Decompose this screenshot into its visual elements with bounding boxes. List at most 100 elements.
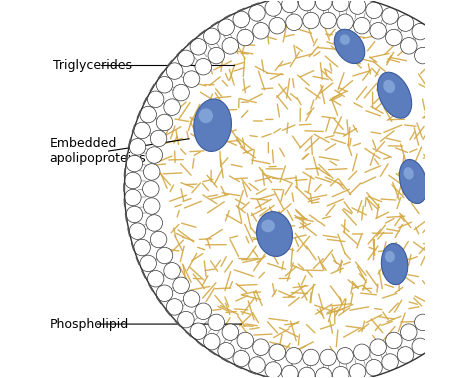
Circle shape [459, 263, 474, 279]
Circle shape [397, 15, 414, 31]
Circle shape [125, 172, 141, 189]
Circle shape [126, 206, 143, 223]
Circle shape [415, 47, 431, 64]
Circle shape [333, 366, 349, 378]
Circle shape [140, 255, 156, 272]
Circle shape [466, 114, 474, 131]
Circle shape [303, 349, 319, 366]
Circle shape [156, 247, 173, 264]
Circle shape [439, 291, 456, 307]
Circle shape [299, 367, 315, 378]
Circle shape [303, 12, 319, 29]
Circle shape [150, 130, 167, 147]
Circle shape [237, 332, 254, 349]
Ellipse shape [199, 108, 213, 123]
Circle shape [156, 76, 173, 93]
Circle shape [320, 349, 337, 366]
Circle shape [354, 344, 370, 361]
Circle shape [316, 0, 332, 11]
Circle shape [472, 231, 474, 248]
Circle shape [337, 347, 353, 364]
Circle shape [125, 189, 141, 206]
Circle shape [426, 33, 442, 50]
Circle shape [195, 59, 211, 75]
Circle shape [156, 285, 173, 302]
Circle shape [208, 47, 225, 64]
Circle shape [337, 14, 353, 31]
Circle shape [320, 12, 337, 29]
Circle shape [466, 247, 474, 264]
Circle shape [253, 23, 269, 39]
Circle shape [249, 5, 265, 21]
Circle shape [450, 277, 466, 294]
Circle shape [265, 0, 282, 16]
Ellipse shape [334, 29, 365, 64]
Circle shape [282, 365, 298, 378]
Circle shape [370, 23, 386, 39]
Circle shape [401, 324, 417, 341]
Circle shape [178, 311, 194, 328]
Ellipse shape [261, 220, 275, 232]
Circle shape [439, 317, 456, 334]
Circle shape [144, 198, 160, 214]
Circle shape [412, 23, 428, 40]
Circle shape [349, 0, 366, 14]
Circle shape [316, 367, 332, 378]
Circle shape [222, 37, 238, 54]
Circle shape [451, 56, 467, 73]
Circle shape [178, 50, 194, 67]
Circle shape [208, 314, 225, 331]
Circle shape [269, 17, 285, 34]
Circle shape [237, 29, 254, 46]
Circle shape [173, 277, 189, 294]
Circle shape [265, 362, 282, 378]
Circle shape [451, 305, 467, 322]
Circle shape [471, 278, 474, 294]
Circle shape [146, 215, 163, 231]
Circle shape [143, 181, 159, 197]
Circle shape [450, 84, 466, 101]
Circle shape [144, 164, 160, 180]
Circle shape [129, 223, 146, 239]
Circle shape [349, 364, 366, 378]
Ellipse shape [400, 160, 428, 203]
Circle shape [462, 292, 474, 308]
Circle shape [471, 84, 474, 100]
Circle shape [147, 91, 164, 107]
Circle shape [439, 71, 456, 87]
Circle shape [282, 0, 298, 13]
Circle shape [354, 17, 370, 34]
Ellipse shape [256, 212, 292, 256]
Circle shape [218, 19, 234, 36]
Circle shape [183, 291, 200, 307]
Circle shape [286, 14, 302, 31]
Circle shape [286, 347, 302, 364]
Circle shape [462, 70, 474, 86]
Circle shape [146, 147, 163, 163]
Circle shape [156, 114, 173, 131]
Ellipse shape [194, 99, 231, 152]
Circle shape [382, 354, 398, 370]
Circle shape [190, 39, 207, 55]
Ellipse shape [382, 243, 408, 285]
Ellipse shape [377, 72, 411, 118]
Circle shape [218, 342, 234, 359]
Circle shape [166, 63, 183, 79]
Circle shape [439, 44, 456, 61]
Circle shape [134, 122, 150, 139]
Circle shape [203, 28, 220, 45]
Circle shape [190, 323, 207, 339]
Circle shape [134, 239, 150, 256]
Circle shape [140, 106, 156, 123]
Circle shape [333, 0, 349, 12]
Circle shape [428, 303, 444, 319]
Circle shape [126, 155, 143, 172]
Circle shape [253, 339, 269, 355]
Circle shape [426, 328, 442, 345]
Circle shape [164, 263, 180, 279]
Circle shape [459, 99, 474, 115]
Text: Phospholipid: Phospholipid [49, 318, 128, 331]
Ellipse shape [383, 80, 395, 93]
Circle shape [150, 231, 167, 248]
Circle shape [183, 71, 200, 87]
